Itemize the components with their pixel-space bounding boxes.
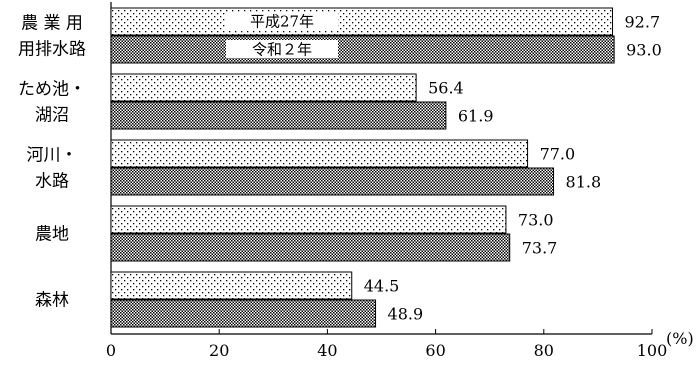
bar-r2 — [110, 35, 615, 64]
bar-h27 — [110, 205, 507, 234]
category-label: 湖沼 — [35, 106, 69, 126]
bar-h27 — [110, 7, 614, 36]
data-label: 56.4 — [428, 79, 464, 98]
data-label: 73.0 — [518, 211, 554, 230]
legend-box — [226, 12, 338, 30]
bar-h27 — [110, 271, 353, 300]
x-tick-label: 80 — [534, 341, 554, 360]
category-label: 農 業 用 — [21, 14, 83, 34]
x-tick-label: 60 — [425, 341, 445, 360]
legend-box — [226, 40, 338, 58]
bar-r2 — [110, 167, 555, 196]
data-label: 93.0 — [626, 41, 662, 60]
bar-h27 — [110, 73, 417, 102]
category-label: 水路 — [35, 172, 69, 192]
legend-label: 令和２年 — [252, 41, 312, 59]
bar-r2 — [110, 233, 511, 262]
bar-r2 — [110, 101, 447, 130]
category-label: 農地 — [35, 225, 69, 245]
data-label: 81.8 — [566, 173, 602, 192]
x-tick-label: 40 — [317, 341, 337, 360]
category-label: 用排水路 — [18, 40, 86, 60]
data-label: 44.5 — [364, 277, 400, 296]
data-label: 48.9 — [388, 305, 424, 324]
bar-h27 — [110, 139, 529, 168]
category-label: ため池・ — [18, 80, 86, 100]
data-label: 73.7 — [522, 239, 558, 258]
category-label: 森林 — [35, 291, 69, 311]
data-label: 77.0 — [540, 145, 576, 164]
category-label: 河川・ — [27, 146, 78, 166]
x-tick-label: 20 — [209, 341, 229, 360]
x-tick-label: 100 — [637, 341, 668, 360]
data-label: 61.9 — [458, 107, 494, 126]
x-tick-label: 0 — [106, 341, 116, 360]
x-axis-unit: (%) — [666, 329, 694, 348]
bar-r2 — [110, 299, 377, 328]
data-label: 92.7 — [625, 13, 661, 32]
legend-label: 平成27年 — [250, 13, 314, 31]
